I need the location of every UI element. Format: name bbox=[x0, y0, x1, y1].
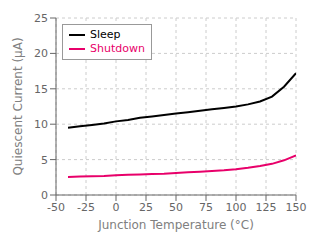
svg-text:10: 10 bbox=[34, 118, 48, 131]
html-text:Shutdown: Shutdown bbox=[90, 42, 145, 55]
svg-text:125: 125 bbox=[256, 201, 277, 214]
svg-text:5: 5 bbox=[41, 154, 48, 167]
svg-text:150: 150 bbox=[286, 201, 307, 214]
svg-text:0: 0 bbox=[113, 201, 120, 214]
svg-text:25: 25 bbox=[34, 12, 48, 25]
svg-text:100: 100 bbox=[226, 201, 247, 214]
svg-text:25: 25 bbox=[139, 201, 153, 214]
svg-text:Quiescent Current (µA): Quiescent Current (µA) bbox=[11, 37, 25, 175]
html-text:Sleep: Sleep bbox=[90, 28, 121, 41]
svg-text:50: 50 bbox=[169, 201, 183, 214]
svg-text:75: 75 bbox=[199, 201, 213, 214]
svg-text:0: 0 bbox=[41, 189, 48, 202]
svg-text:15: 15 bbox=[34, 83, 48, 96]
svg-text:-25: -25 bbox=[77, 201, 95, 214]
svg-text:-50: -50 bbox=[47, 201, 65, 214]
svg-text:20: 20 bbox=[34, 47, 48, 60]
svg-text:Junction Temperature (°C): Junction Temperature (°C) bbox=[97, 218, 254, 232]
